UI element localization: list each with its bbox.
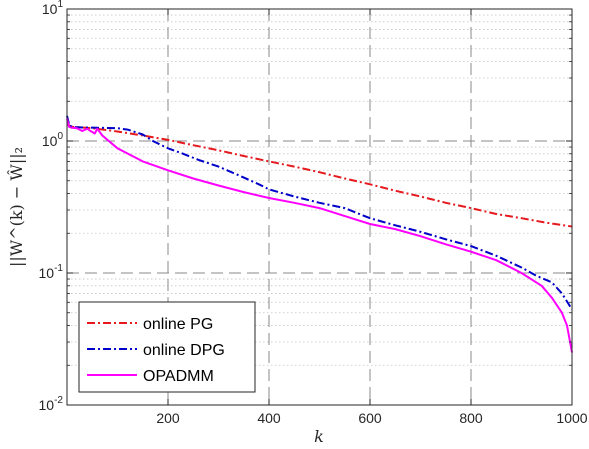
series-line-online-pg (66, 123, 573, 228)
y-tick-label: 101 (42, 0, 64, 17)
tick-labels: 10-2 10-1 100 101 200 400 600 800 1000 (39, 0, 588, 426)
y-axis-label: ||W^(k) − Ŵ||₂ (6, 147, 26, 267)
y-axis-label-text: ||W^(k) − Ŵ||₂ (6, 147, 26, 267)
x-axis-label: k (314, 427, 324, 446)
x-tick-label: 800 (459, 410, 483, 426)
legend: online PG online DPG OPADMM (78, 301, 256, 393)
legend-label: OPADMM (143, 368, 214, 385)
series-line-online-dpg (66, 115, 573, 310)
x-tick-label: 600 (358, 410, 382, 426)
plot-frame (66, 8, 573, 406)
series-line-opadmm (66, 118, 573, 353)
y-tick-label: 10-1 (39, 263, 64, 281)
x-tick-label: 400 (257, 410, 281, 426)
x-tick-label: 1000 (556, 410, 587, 426)
legend-label: online PG (143, 316, 213, 333)
legend-box (78, 301, 256, 393)
series-layer (66, 115, 573, 353)
x-tick-label: 200 (156, 410, 180, 426)
ticks-layer (67, 8, 573, 406)
y-tick-label: 100 (42, 131, 64, 149)
y-tick-label: 10-2 (39, 395, 64, 413)
legend-label: online DPG (143, 342, 225, 359)
